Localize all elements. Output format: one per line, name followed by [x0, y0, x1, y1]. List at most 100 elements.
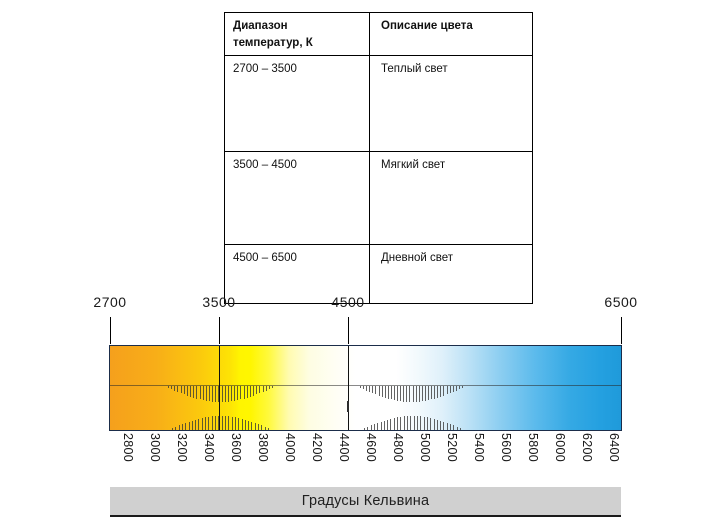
bar-minor-tick [450, 424, 451, 430]
bar-minor-tick [206, 386, 207, 401]
bar-minor-tick [205, 417, 206, 430]
bar-minor-tick [212, 416, 213, 430]
bar-minor-tick [459, 386, 460, 390]
table-row: 4500 – 6500 Дневной свет [224, 244, 533, 305]
scale-top-label-6500: 6500 [604, 294, 638, 310]
bar-minor-tick [447, 422, 448, 430]
bar-minor-tick [372, 386, 373, 394]
bar-minor-tick [404, 416, 405, 430]
bar-minor-tick [215, 416, 216, 430]
bar-minor-tick [175, 426, 176, 430]
scale-bottom-label-6200: 6200 [579, 433, 594, 463]
bar-minor-tick [228, 386, 229, 402]
bar-minor-tick [375, 386, 376, 395]
bar-minor-tick [168, 386, 169, 388]
bar-minor-tick [253, 386, 254, 396]
bar-minor-tick [228, 416, 229, 430]
bar-minor-tick [193, 386, 194, 398]
table-row: 3500 – 4500 Мягкий свет [224, 151, 533, 246]
bar-minor-tick [208, 416, 209, 430]
bar-minor-tick [258, 424, 259, 430]
bar-minor-tick [364, 428, 365, 430]
bar-minor-tick [250, 386, 251, 397]
bar-minor-tick [391, 386, 392, 400]
bar-minor-tick [428, 386, 429, 401]
bar-minor-tick [443, 421, 444, 430]
table-row: 2700 – 3500 Теплый свет [224, 55, 533, 153]
bar-marker-4500 [348, 346, 349, 430]
bar-minor-tick [417, 416, 418, 430]
bar-minor-tick [187, 386, 188, 396]
scale-bottom-label-3600: 3600 [228, 433, 243, 463]
bar-minor-tick [171, 386, 172, 390]
scale-bottom-label-4200: 4200 [309, 433, 324, 463]
bar-minor-tick [414, 416, 415, 430]
bar-minor-tick [374, 424, 375, 430]
bar-minor-tick [200, 386, 201, 400]
scale-top-tick-4500 [348, 317, 349, 344]
scale-bottom-label-5000: 5000 [417, 433, 432, 463]
bar-minor-tick [385, 386, 386, 398]
bar-minor-tick [434, 418, 435, 430]
bar-minor-tick [394, 418, 395, 430]
bar-minor-tick [242, 418, 243, 430]
bar-minor-tick [225, 386, 226, 402]
bar-minor-tick [437, 419, 438, 430]
bar-minor-tick [192, 420, 193, 430]
scale-top-label-4500: 4500 [331, 294, 365, 310]
axis-title-label: Градусы Кельвина [301, 493, 430, 509]
bar-minor-tick [256, 386, 257, 395]
bar-minor-tick [269, 386, 270, 390]
scale-bottom-label-4600: 4600 [363, 433, 378, 463]
scale-top-tick-2700 [110, 317, 111, 344]
cell-desc-soft: Мягкий свет [369, 151, 533, 246]
bar-minor-tick [420, 416, 421, 430]
bar-minor-tick [222, 416, 223, 430]
bar-minor-tick [185, 422, 186, 430]
scale-bottom-label-3400: 3400 [201, 433, 216, 463]
bar-minor-tick [440, 386, 441, 397]
header-color-description: Описание цвета [369, 11, 533, 57]
bar-minor-tick [203, 386, 204, 401]
scale-bottom-label-5200: 5200 [444, 433, 459, 463]
cell-range-soft: 3500 – 4500 [224, 151, 370, 246]
scale-bottom-label-5600: 5600 [498, 433, 513, 463]
bar-minor-tick [218, 386, 219, 402]
bar-minor-tick [409, 386, 410, 402]
bar-minor-tick [394, 386, 395, 401]
bar-minor-tick [460, 428, 461, 430]
bar-minor-tick [371, 425, 372, 430]
bar-minor-tick [431, 386, 432, 400]
scale-bottom-label-2800: 2800 [120, 433, 135, 463]
bar-minor-tick [379, 386, 380, 396]
bar-minor-tick [427, 417, 428, 430]
bar-minor-tick [215, 386, 216, 402]
bar-minor-tick [377, 422, 378, 430]
bar-minor-tick [266, 386, 267, 391]
bar-minor-tick [387, 419, 388, 430]
bar-minor-tick [251, 421, 252, 430]
scale-bottom-label-6400: 6400 [606, 433, 621, 463]
bar-minor-tick [265, 426, 266, 430]
bar-minor-tick [237, 386, 238, 401]
kelvin-gradient-bar [109, 345, 622, 431]
scale-bottom-label-3000: 3000 [147, 433, 162, 463]
bar-minor-tick [382, 386, 383, 397]
bar-minor-tick [369, 386, 370, 392]
bar-minor-tick [174, 386, 175, 391]
bar-minor-tick [198, 418, 199, 430]
bar-minor-tick [390, 418, 391, 430]
axis-title-bar: Градусы Кельвина [110, 487, 621, 515]
bar-minor-tick [238, 418, 239, 430]
bar-minor-tick [363, 386, 364, 390]
bar-minor-tick [259, 386, 260, 394]
bar-blip-4500 [347, 401, 349, 412]
bar-minor-tick [450, 386, 451, 394]
bar-minor-tick [440, 420, 441, 430]
bar-minor-tick [397, 417, 398, 430]
bar-minor-tick [184, 386, 185, 395]
bar-minor-tick [189, 421, 190, 430]
scale-bottom-label-5800: 5800 [525, 433, 540, 463]
bar-minor-tick [434, 386, 435, 399]
bar-minor-tick [244, 386, 245, 399]
